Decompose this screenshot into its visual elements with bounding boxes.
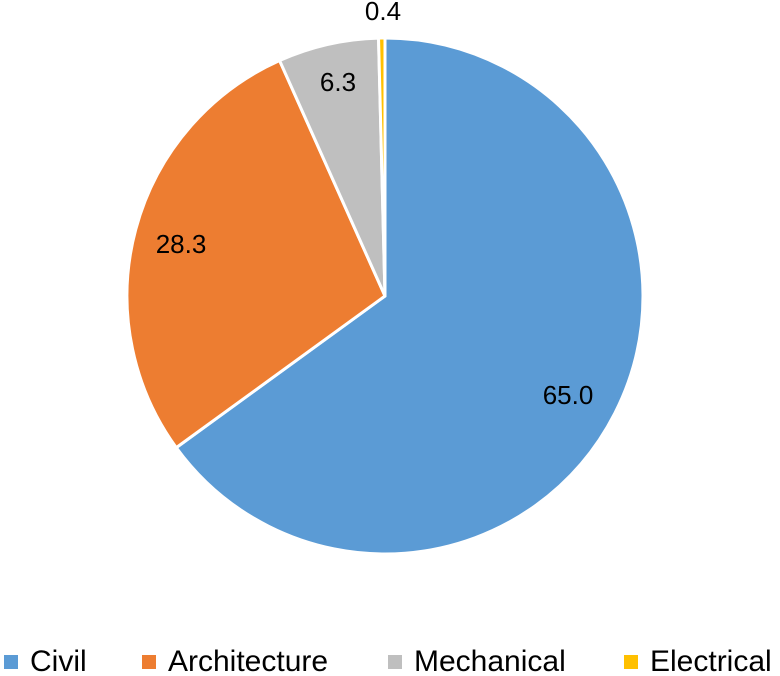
data-label-mechanical: 6.3	[320, 67, 356, 97]
legend-item-electrical: Electrical	[624, 645, 772, 676]
pie-slice-electrical	[377, 36, 387, 298]
pie-slice-civil	[174, 36, 645, 556]
legend-swatch-electrical	[624, 655, 638, 669]
legend-label-civil: Civil	[30, 645, 87, 676]
legend-label-electrical: Electrical	[650, 645, 772, 676]
legend: Civil Architecture Mechanical Electrical	[4, 645, 772, 676]
legend-label-architecture: Architecture	[168, 645, 328, 676]
legend-item-civil: Civil	[4, 645, 87, 676]
legend-swatch-civil	[4, 655, 18, 669]
data-label-civil: 65.0	[543, 380, 594, 410]
legend-swatch-architecture	[142, 655, 156, 669]
data-label-architecture: 28.3	[156, 229, 207, 259]
legend-item-mechanical: Mechanical	[388, 645, 566, 676]
pie-slice-architecture	[125, 59, 387, 450]
legend-label-mechanical: Mechanical	[414, 645, 566, 676]
legend-swatch-mechanical	[388, 655, 402, 669]
data-label-electrical: 0.4	[365, 0, 401, 26]
legend-item-architecture: Architecture	[142, 645, 328, 676]
data-labels: 65.0 28.3 6.3 0.4	[156, 0, 594, 410]
pie-slices	[125, 36, 645, 556]
